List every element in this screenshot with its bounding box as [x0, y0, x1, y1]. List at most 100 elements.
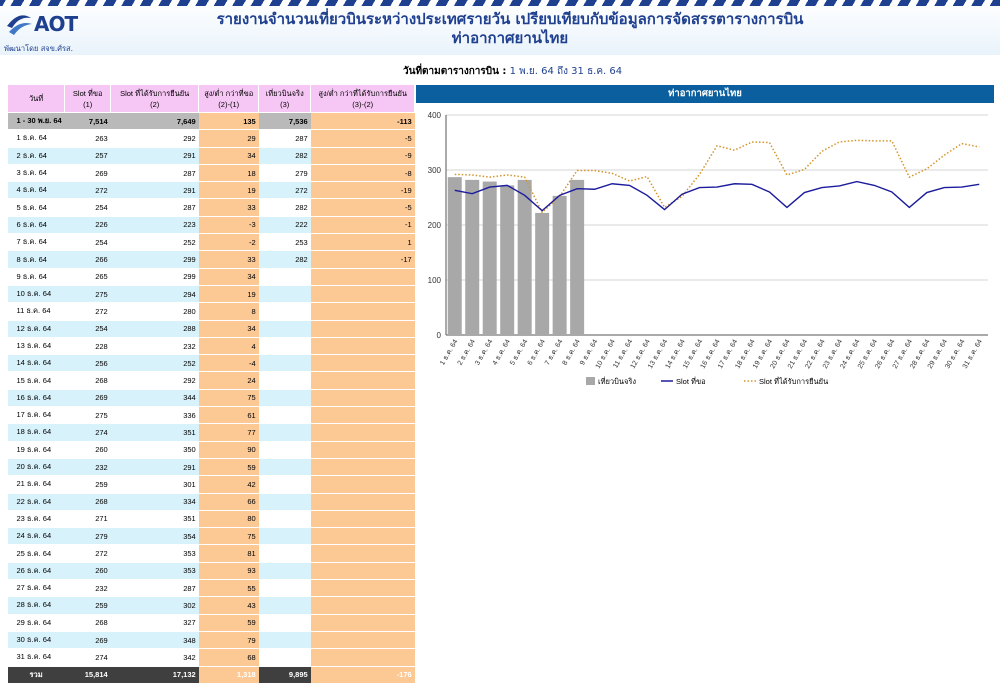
table-cell: 256: [64, 354, 111, 373]
table-row: 1 ธ.ค. 64 263 292 29 287 -5: [7, 129, 415, 148]
table-row: 7 ธ.ค. 64 254 252 -2 253 1: [7, 233, 415, 252]
table-row: 23 ธ.ค. 64 271 351 80: [7, 510, 415, 529]
table-cell: [258, 579, 311, 598]
table-cell: 288: [110, 320, 199, 338]
legend-label-actual: เที่ยวบินจริง: [598, 376, 636, 386]
flights-table: วันที่ Slot ที่ขอ (1) Slot ที่ได้รับการยืนย…: [6, 84, 416, 684]
table-cell: 274: [64, 648, 111, 667]
table-cell: 279: [258, 164, 311, 183]
table-cell: -8: [310, 164, 415, 183]
table-cell: 253: [258, 233, 311, 252]
table-row: 14 ธ.ค. 64 256 252 -4: [7, 354, 415, 373]
total-row: รวม 15,814 17,132 1,318 9,895 -176: [7, 666, 415, 684]
table-cell: [310, 510, 415, 529]
table-cell: 31 ธ.ค. 64: [7, 648, 65, 667]
table-cell: [258, 596, 311, 615]
logo-text: AOT: [34, 12, 78, 36]
table-cell: 19 ธ.ค. 64: [7, 441, 65, 459]
table-header-row: วันที่ Slot ที่ขอ (1) Slot ที่ได้รับการยืนย…: [6, 84, 416, 113]
table-cell: 8: [198, 302, 259, 321]
table-cell: 287: [258, 129, 311, 148]
column-header-formula: (2): [150, 99, 160, 109]
table-row: 30 ธ.ค. 64 269 348 79: [7, 631, 415, 650]
table-cell: [258, 458, 311, 477]
table-cell: 254: [64, 320, 111, 338]
table-cell: 4 ธ.ค. 64: [7, 181, 65, 200]
column-header: สูง/ต่ำ กว่าที่ได้รับการยืนยัน (3)-(2): [310, 84, 416, 113]
table-cell: 18: [198, 164, 259, 183]
table-cell: [310, 648, 415, 667]
legend-label-requested: Slot ที่ขอ: [676, 376, 706, 386]
table-cell: 266: [64, 250, 111, 269]
table-cell: [310, 458, 415, 477]
table-cell: 42: [198, 475, 259, 494]
table-cell: [310, 631, 415, 650]
table-cell: 61: [198, 406, 259, 425]
table-cell: [258, 493, 311, 511]
table-cell: 66: [198, 493, 259, 511]
bar-actual-flights: [447, 177, 462, 335]
table-row: 16 ธ.ค. 64 269 344 75: [7, 389, 415, 408]
table-row: 19 ธ.ค. 64 260 350 90: [7, 441, 415, 459]
table-cell: [258, 302, 311, 321]
table-cell: 3 ธ.ค. 64: [7, 164, 65, 183]
table-cell: 55: [198, 579, 259, 598]
table-cell: 59: [198, 614, 259, 632]
table-cell: 252: [110, 354, 199, 373]
date-range-value: 1 พ.ย. 64 ถึง 31 ธ.ค. 64: [509, 66, 623, 77]
date-range-label: วันที่ตามตารางการบิน :: [403, 66, 507, 77]
y-tick-label: 200: [428, 221, 442, 230]
table-cell: -9: [310, 147, 415, 165]
table-cell: 21 ธ.ค. 64: [7, 475, 65, 494]
y-tick-label: 300: [428, 166, 442, 175]
column-header: เที่ยวบินจริง (3): [258, 84, 312, 113]
bar-actual-flights: [465, 179, 480, 335]
table-cell: [310, 268, 415, 286]
table-cell: [258, 614, 311, 632]
table-cell: 268: [64, 614, 111, 632]
table-cell: 260: [64, 562, 111, 581]
table-cell: [310, 302, 415, 321]
table-cell: [258, 354, 311, 373]
table-cell: 80: [198, 510, 259, 529]
table-row: 15 ธ.ค. 64 268 292 24: [7, 371, 415, 390]
table-cell: 287: [110, 198, 199, 217]
table-cell: 353: [110, 562, 199, 581]
table-cell: 327: [110, 614, 199, 632]
table-row: 24 ธ.ค. 64 279 354 75: [7, 527, 415, 546]
table-cell: 291: [110, 181, 199, 200]
table-cell: 75: [198, 527, 259, 546]
table-cell: 34: [198, 320, 259, 338]
table-cell: 232: [64, 458, 111, 477]
table-cell: 269: [64, 389, 111, 408]
bar-actual-flights: [517, 179, 532, 335]
table-cell: 348: [110, 631, 199, 650]
table-cell: 274: [64, 423, 111, 442]
table-cell: [258, 527, 311, 546]
table-cell: [258, 389, 311, 408]
table-cell: 28 ธ.ค. 64: [7, 596, 65, 615]
table-cell: 20 ธ.ค. 64: [7, 458, 65, 477]
table-cell: [310, 493, 415, 511]
table-cell: 272: [64, 181, 111, 200]
table-cell: [258, 371, 311, 390]
report-header: AOT พัฒนาโดย สจข.ศ์รส. รายงานจำนวนเที่ยว…: [0, 0, 1000, 55]
table-cell: [258, 544, 311, 563]
table-cell: 334: [110, 493, 199, 511]
table-cell: 29: [198, 129, 259, 148]
table-cell: 287: [110, 579, 199, 598]
table-cell: 280: [110, 302, 199, 321]
table-cell: [310, 441, 415, 459]
table-cell: 7,649: [110, 112, 199, 131]
line-confirmed-slots: [454, 139, 980, 214]
table-cell: [258, 406, 311, 425]
table-cell: 354: [110, 527, 199, 546]
legend-swatch-actual: [586, 377, 595, 385]
table-cell: 19: [198, 181, 259, 200]
table-cell: 81: [198, 544, 259, 563]
table-cell: [310, 527, 415, 546]
table-cell: 254: [64, 198, 111, 217]
table-cell: [258, 285, 311, 304]
table-row: 17 ธ.ค. 64 275 336 61: [7, 406, 415, 425]
